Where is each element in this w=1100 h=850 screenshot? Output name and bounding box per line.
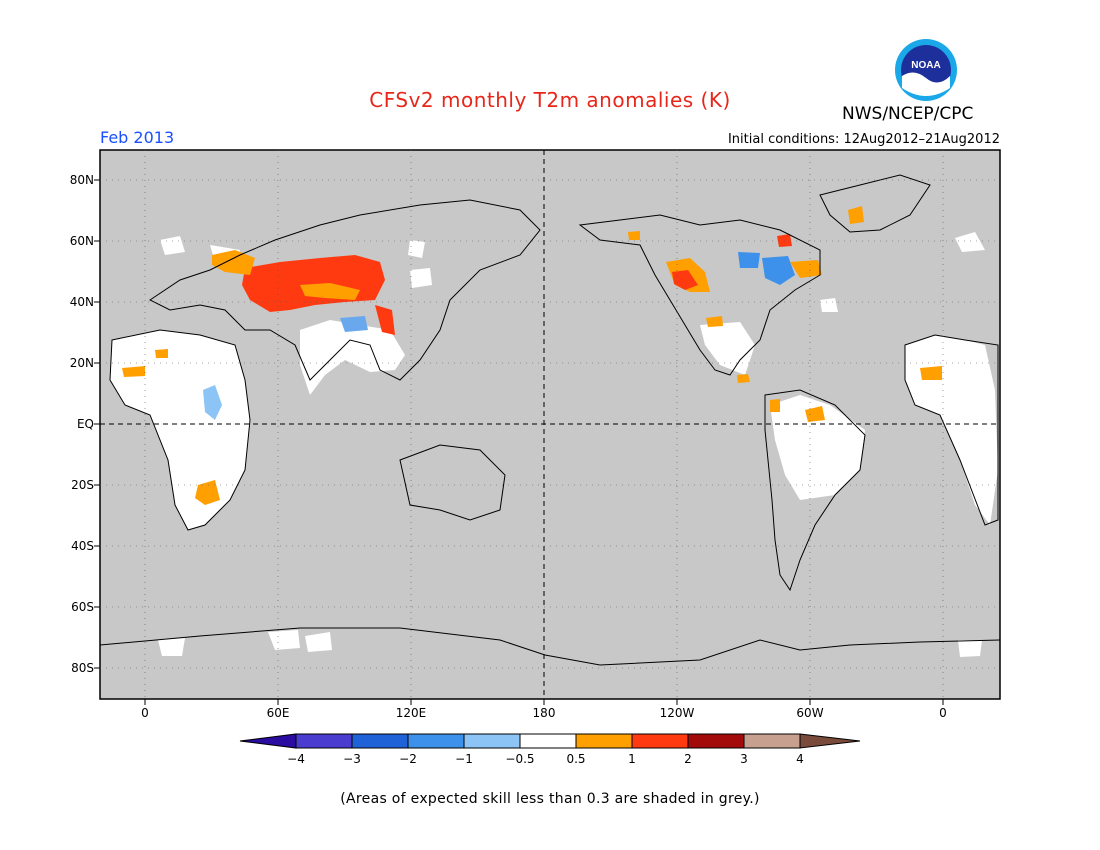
noaa-logo-text: NOAA (911, 60, 940, 71)
lon-label: 120E (395, 706, 427, 720)
lat-label: 80N (69, 173, 94, 187)
colorbar-label: −0.5 (505, 752, 535, 766)
lat-label: 60N (69, 234, 94, 248)
initial-conditions: Initial conditions: 12Aug2012–21Aug2012 (727, 132, 1000, 147)
coastlines (99, 174, 1001, 666)
lat-label: 40S (71, 539, 94, 553)
lat-label: 20N (69, 356, 94, 370)
skill-note: (Areas of expected skill less than 0.3 a… (340, 791, 760, 807)
lon-label: 60W (796, 706, 824, 720)
lat-label: 20S (71, 478, 94, 492)
lat-label: EQ (76, 417, 94, 431)
colorbar-label: 0.5 (566, 752, 586, 766)
lon-label: 60E (266, 706, 290, 720)
lon-label: 0 (939, 706, 947, 720)
lat-label: 80S (71, 661, 94, 675)
colorbar-label: −4 (287, 752, 305, 766)
skill-areas (110, 232, 998, 657)
colorbar-label: −3 (343, 752, 361, 766)
colorbar-left-arrow (239, 733, 297, 749)
colorbar-label: 1 (628, 752, 636, 766)
colorbar-label: −2 (399, 752, 417, 766)
colorbar (239, 733, 861, 749)
lon-label: 180 (532, 706, 556, 720)
lat-label: 40N (69, 295, 94, 309)
map-title: CFSv2 monthly T2m anomalies (K) (369, 88, 731, 112)
lon-label: 120W (659, 706, 695, 720)
organization-label: NWS/NCEP/CPC (842, 104, 974, 124)
forecast-period: Feb 2013 (100, 128, 175, 147)
anomaly-patches (122, 206, 942, 505)
colorbar-label: 4 (796, 752, 804, 766)
graticule (100, 150, 1000, 699)
lon-label: 0 (141, 706, 149, 720)
colorbar-label: 3 (740, 752, 748, 766)
axis-ticks (94, 179, 944, 705)
colorbar-label: 2 (684, 752, 692, 766)
colorbar-label: −1 (455, 752, 473, 766)
lat-label: 60S (71, 600, 94, 614)
colorbar-right-arrow (799, 733, 861, 749)
noaa-logo: NOAA (895, 39, 957, 101)
